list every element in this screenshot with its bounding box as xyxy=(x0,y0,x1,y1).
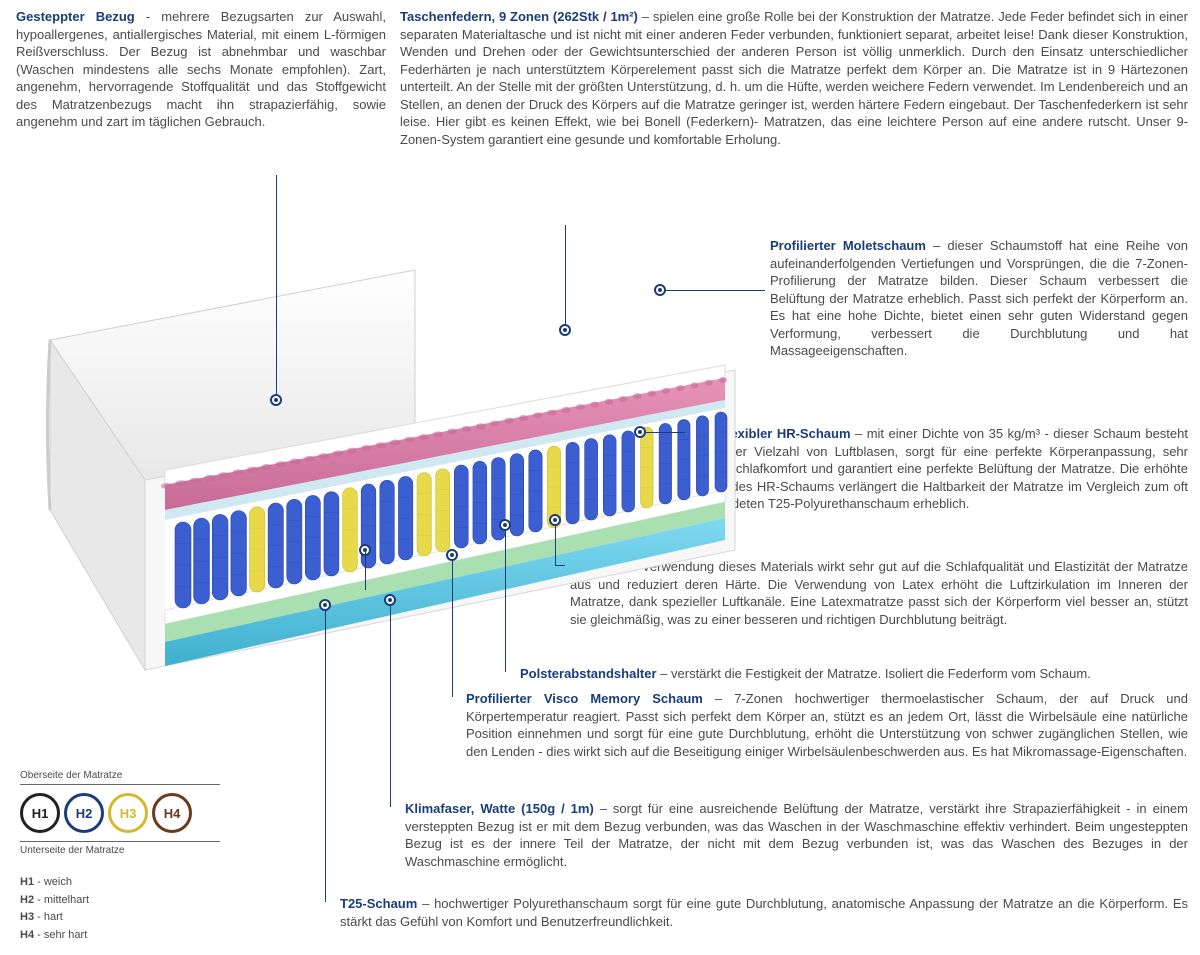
moletschaum-body: dieser Schaumstoff hat eine Reihe von au… xyxy=(770,238,1188,358)
leader-marker xyxy=(384,594,396,606)
leader xyxy=(276,175,277,400)
hardness-def: H4 - sehr hart xyxy=(20,927,220,945)
section-visco: Profilierter Visco Memory Schaum – 7-Zon… xyxy=(466,690,1188,760)
section-hrschaum: Hochflexibler HR-Schaum – mit einer Dich… xyxy=(690,425,1188,513)
taschenfedern-title: Taschenfedern, 9 Zonen (262Stk / 1m²) xyxy=(400,9,638,24)
leader-marker xyxy=(654,284,666,296)
hardness-legend: Oberseite der Matratze H1H2H3H4 Untersei… xyxy=(20,770,220,944)
bezug-body: mehrere Bezugsarten zur Auswahl, hypoall… xyxy=(16,9,386,129)
mattress-diagram xyxy=(15,250,755,690)
leader-marker xyxy=(559,324,571,336)
leader xyxy=(555,520,556,565)
hardness-def: H1 - weich xyxy=(20,874,220,892)
leader xyxy=(325,605,326,902)
leader-marker xyxy=(446,549,458,561)
leader xyxy=(640,432,685,433)
bezug-title: Gesteppter Bezug xyxy=(16,9,135,24)
leader xyxy=(365,550,366,590)
visco-title: Profilierter Visco Memory Schaum xyxy=(466,691,703,706)
moletschaum-title: Profilierter Moletschaum xyxy=(770,238,926,253)
t25-body: hochwertiger Polyurethanschaum sorgt für… xyxy=(340,896,1188,929)
legend-bottom-caption: Unterseite der Matratze xyxy=(20,841,220,856)
legend-defs: H1 - weichH2 - mittelhartH3 - hartH4 - s… xyxy=(20,874,220,944)
hardness-circle: H3 xyxy=(108,793,148,833)
taschenfedern-body: spielen eine große Rolle bei der Konstru… xyxy=(400,9,1188,147)
leader xyxy=(390,600,391,807)
mattress-svg xyxy=(15,250,755,690)
leader xyxy=(452,555,453,697)
legend-circles: H1H2H3H4 xyxy=(20,789,220,837)
section-bezug: Gesteppter Bezug - mehrere Bezugsarten z… xyxy=(16,8,386,131)
hardness-def: H3 - hart xyxy=(20,909,220,927)
t25-title: T25-Schaum xyxy=(340,896,417,911)
leader-marker xyxy=(499,519,511,531)
leader xyxy=(555,565,565,566)
klimafaser-title: Klimafaser, Watte (150g / 1m) xyxy=(405,801,594,816)
leader xyxy=(565,225,566,330)
leader-marker xyxy=(634,426,646,438)
leader-marker xyxy=(319,599,331,611)
hardness-def: H2 - mittelhart xyxy=(20,892,220,910)
leader-marker xyxy=(549,514,561,526)
leader-marker xyxy=(270,394,282,406)
leader xyxy=(505,525,506,672)
hardness-circle: H4 xyxy=(152,793,192,833)
section-klimafaser: Klimafaser, Watte (150g / 1m) – sorgt fü… xyxy=(405,800,1188,870)
section-taschenfedern: Taschenfedern, 9 Zonen (262Stk / 1m²) – … xyxy=(400,8,1188,148)
section-t25: T25-Schaum – hochwertiger Polyurethansch… xyxy=(340,895,1188,930)
hardness-circle: H1 xyxy=(20,793,60,833)
leader xyxy=(660,290,765,291)
legend-top-caption: Oberseite der Matratze xyxy=(20,770,220,785)
hardness-circle: H2 xyxy=(64,793,104,833)
section-moletschaum: Profilierter Moletschaum – dieser Schaum… xyxy=(770,237,1188,360)
